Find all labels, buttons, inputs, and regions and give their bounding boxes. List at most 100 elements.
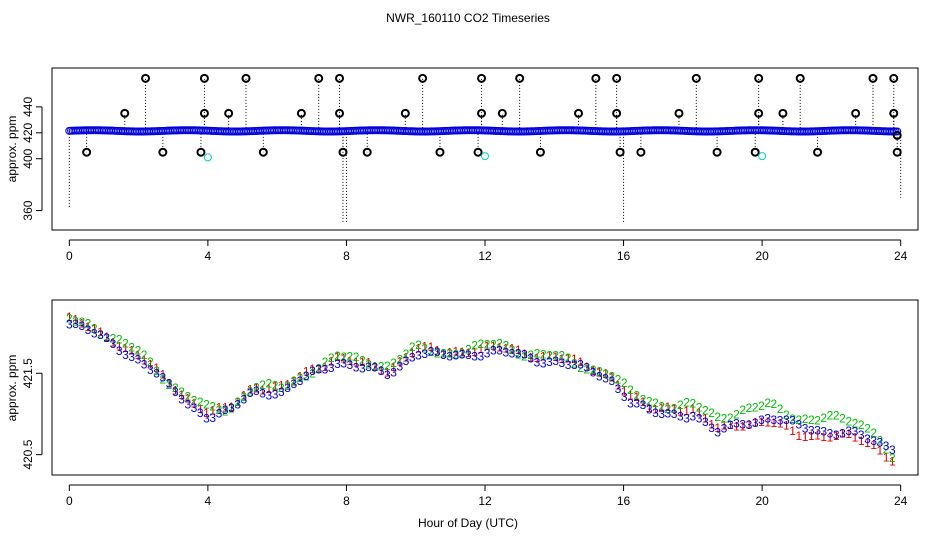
bottom-y-tick-label: 421.5 (21, 358, 35, 388)
bottom-series-point: 2 (633, 388, 640, 402)
bottom-series-point: 1 (833, 429, 840, 443)
bottom-series-point: 1 (877, 443, 884, 457)
bottom-series-point: 3 (577, 358, 584, 372)
bottom-series-point: 1 (322, 360, 329, 374)
bottom-series-point: 1 (665, 400, 672, 414)
bottom-series-point: 1 (671, 402, 678, 416)
bottom-series-point: 3 (889, 443, 896, 457)
bottom-series-point: 1 (372, 359, 379, 373)
bottom-series-point: 3 (440, 348, 447, 362)
bottom-series-point: 2 (453, 347, 460, 361)
bottom-series-point: 2 (222, 405, 229, 419)
bottom-series-point: 1 (141, 354, 148, 368)
bottom-series-point: 2 (135, 344, 142, 358)
bottom-series-point: 2 (353, 350, 360, 364)
bottom-series-point: 3 (752, 416, 759, 430)
bottom-series-point: 1 (521, 347, 528, 361)
bottom-series-point: 1 (602, 366, 609, 380)
top-spike-point (889, 108, 899, 118)
bottom-series-point: 2 (178, 385, 185, 399)
bottom-series-point: 1 (440, 346, 447, 360)
bottom-series-point: 3 (340, 357, 347, 371)
bottom-series-point: 3 (484, 347, 491, 361)
bottom-x-tick-label: 0 (66, 494, 73, 508)
bottom-series-point: 2 (852, 416, 859, 430)
top-y-tick-label: 440 (21, 97, 35, 117)
bottom-series-point: 1 (777, 417, 784, 431)
top-spike-point (591, 73, 601, 83)
bottom-x-tick-label: 4 (205, 494, 212, 508)
top-spike-point (612, 73, 622, 83)
bottom-series-point: 1 (820, 430, 827, 444)
bottom-series-point: 3 (714, 426, 721, 440)
bottom-series-point: 3 (372, 360, 379, 374)
bottom-series-point: 3 (284, 381, 291, 395)
bottom-series-point: 3 (858, 428, 865, 442)
bottom-series-point: 1 (216, 400, 223, 414)
bottom-series-point: 1 (590, 364, 597, 378)
bottom-series-point: 2 (91, 322, 98, 336)
bottom-series-point: 3 (184, 397, 191, 411)
bottom-series-point: 1 (309, 362, 316, 376)
bottom-series-point: 3 (353, 360, 360, 374)
bottom-series-point: 2 (714, 410, 721, 424)
bottom-series-point: 3 (384, 368, 391, 382)
bottom-series-point: 1 (883, 450, 890, 464)
bottom-series-point: 2 (372, 360, 379, 374)
bottom-series-point: 1 (540, 349, 547, 363)
bottom-series-point: 3 (746, 418, 753, 432)
top-spike-lines (68, 78, 902, 224)
bottom-series-point: 1 (203, 406, 210, 420)
bottom-series-point: 1 (266, 382, 273, 396)
bottom-series-point: 1 (490, 339, 497, 353)
bottom-series-point: 1 (160, 368, 167, 382)
bottom-series-point: 1 (409, 346, 416, 360)
bottom-series-point: 3 (827, 427, 834, 441)
bottom-series-point: 3 (135, 352, 142, 366)
bottom-series-point: 2 (827, 409, 834, 423)
bottom-series-point: 2 (640, 392, 647, 406)
top-spike-point (224, 108, 234, 118)
bottom-series-point: 3 (658, 407, 665, 421)
bottom-series-point: 3 (596, 370, 603, 384)
top-spike-point (851, 108, 861, 118)
bottom-series-point: 3 (870, 434, 877, 448)
bottom-series-point: 1 (303, 365, 310, 379)
top-flag-point (203, 153, 212, 162)
bottom-series-point: 3 (309, 364, 316, 378)
bottom-series-point: 1 (66, 310, 73, 324)
bottom-series-point: 2 (727, 411, 734, 425)
bottom-series-point: 2 (197, 395, 204, 409)
bottom-series-point: 2 (627, 383, 634, 397)
bottom-series-point: 2 (559, 348, 566, 362)
bottom-series-point: 3 (546, 355, 553, 369)
bottom-series-point: 2 (284, 379, 291, 393)
bottom-series-point: 3 (652, 406, 659, 420)
top-spike-point (199, 73, 209, 83)
bottom-series-point: 2 (814, 413, 821, 427)
bottom-series-point: 3 (802, 421, 809, 435)
top-spike-point (515, 73, 525, 83)
bottom-x-tick-label: 24 (894, 494, 908, 508)
top-x-tick-label: 4 (205, 249, 212, 263)
bottom-series-1: 1 1 1 1 1 1 1 1 1 1 1 1 1 1 1 111 1 1 1 1 1 1 1 1 1 1 1 1 1 1 1 1 1 1 1 1 1 1… (66, 310, 896, 469)
bottom-series-point: 2 (496, 336, 503, 350)
top-spike-point (889, 73, 899, 83)
bottom-series-point: 3 (403, 354, 410, 368)
bottom-series-point: 2 (583, 362, 590, 376)
bottom-series-point: 3 (602, 371, 609, 385)
bottom-series-point: 1 (733, 420, 740, 434)
bottom-series-point: 3 (683, 411, 690, 425)
top-spike-point (612, 108, 622, 118)
bottom-series-point: 2 (546, 349, 553, 363)
bottom-series-point: 1 (752, 415, 759, 429)
bottom-series-point: 2 (802, 412, 809, 426)
bottom-series-point: 1 (534, 351, 541, 365)
bottom-series-point: 1 (496, 340, 503, 354)
bottom-series-point: 1 (197, 402, 204, 416)
bottom-x-tick-label: 20 (755, 494, 769, 508)
bottom-series-point: 1 (347, 354, 354, 368)
bottom-series-point: 2 (216, 403, 223, 417)
bottom-series-point: 1 (403, 351, 410, 365)
